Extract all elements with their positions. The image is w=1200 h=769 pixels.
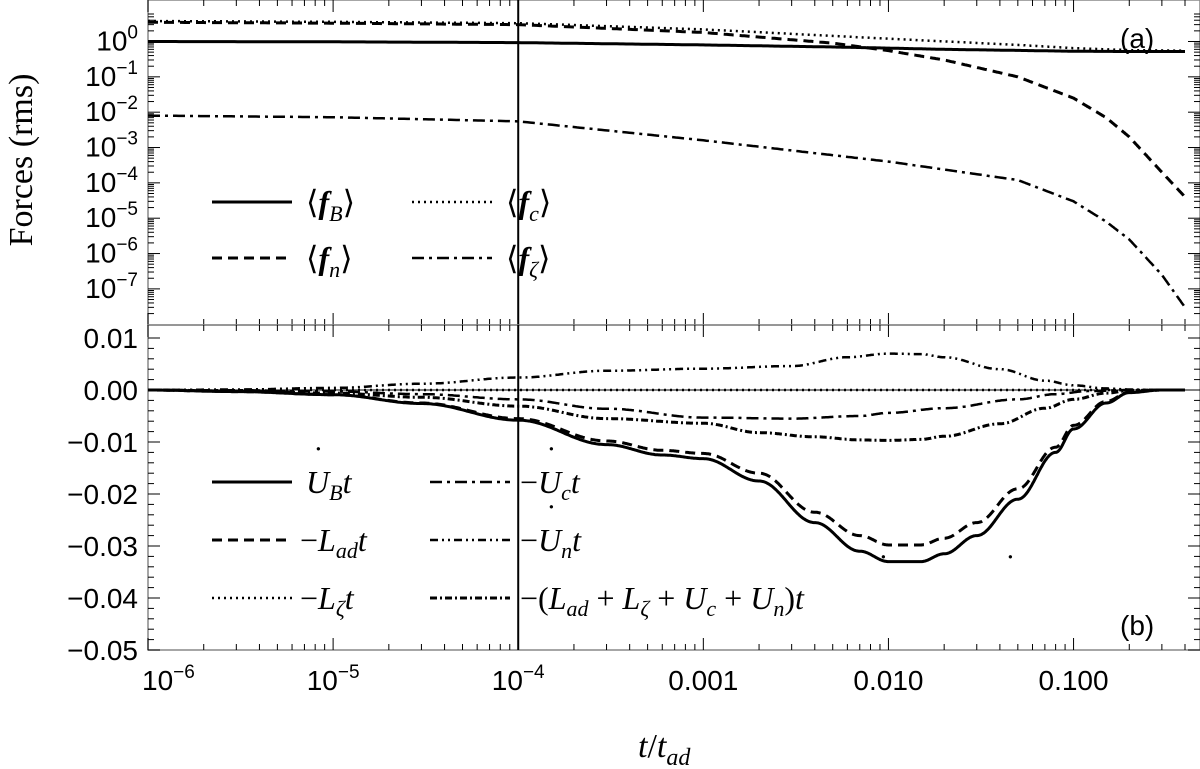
x-tick-label: 0.010: [853, 665, 923, 696]
panel-b-x-tick-labels: 10−6 10−5 10−4 0.001 0.010 0.100: [142, 662, 1109, 696]
panel-a-frame: [147, 0, 1200, 326]
legend-item-Lz: −Lζt: [212, 580, 355, 621]
series-line-Un: [148, 352, 1185, 392]
legend-item-UB: UBt ˙: [212, 439, 353, 505]
y-tick-label: −0.04: [67, 583, 138, 614]
y-tick-label: −0.03: [67, 531, 138, 562]
y-tick-label: 10−6: [85, 235, 138, 269]
y-tick-label: 10−3: [85, 129, 138, 163]
legend-label-Uc: −Uct: [520, 464, 581, 505]
legend-sub-fn: n: [329, 257, 340, 282]
y-tick-label: 10−5: [85, 199, 138, 233]
y-tick-label: 10−7: [85, 270, 138, 304]
legend-f-fc: f: [518, 184, 532, 220]
panel-b-frame: [147, 324, 1200, 651]
legend-item-Un: −Unt ˙: [430, 497, 582, 563]
legend-label-Un: −Unt: [520, 522, 582, 563]
legend-label-fz: ⟨fζ⟩: [506, 240, 551, 282]
y-tick-label: 100: [96, 23, 138, 57]
panel-a-ylabel: Forces (rms): [3, 74, 40, 247]
panel-a-series: [148, 19, 1187, 309]
series-line-fB: [148, 40, 1185, 53]
legend-dot-UB: ˙: [313, 439, 324, 475]
legend-dot-Un: ˙: [546, 497, 557, 533]
legend-label-fn: ⟨fn⟩: [306, 240, 353, 282]
x-tick-label: 0.001: [668, 665, 738, 696]
legend-f-fB: f: [318, 184, 332, 220]
legend-label-fB: ⟨fB⟩: [306, 184, 355, 226]
legend-label-Lad: −Ladt: [300, 522, 368, 563]
panel-b-series: [148, 352, 1185, 564]
legend-sub-fB: B: [329, 201, 342, 226]
legend-item-Lad: −Ladt: [212, 522, 368, 563]
series-line-fn: [148, 20, 1187, 198]
legend-f-fn: f: [318, 240, 332, 276]
legend-f-fz: f: [518, 240, 532, 276]
y-tick-label: 10−4: [85, 164, 138, 198]
legend-dot-Sum-c: ˙: [878, 547, 889, 583]
panel-a-legend: ⟨fB⟩ ⟨fc⟩ ⟨fn⟩ ⟨fζ⟩: [212, 184, 551, 282]
legend-label-Lz: −Lζt: [300, 580, 355, 621]
panel-b-xlabel: t/tad: [638, 728, 691, 769]
series-line-fz: [148, 114, 1187, 309]
panel-b-legend: UBt ˙ −Uct ˙ −Ladt −Unt ˙ −Lζt: [212, 439, 1016, 621]
panel-b-y-tick-labels: 0.01 0.00 −0.01 −0.02 −0.03 −0.04 −0.05: [67, 323, 138, 666]
y-tick-label: −0.01: [67, 427, 138, 458]
legend-item-Sum: −(Lad + Lζ + Uc + Un)t ˙ ˙: [430, 547, 1016, 621]
series-line-fc: [148, 19, 1185, 52]
x-tick-label: 10−4: [492, 662, 545, 696]
series-line-Lad: [148, 388, 1185, 547]
y-tick-label: 10−2: [85, 93, 138, 127]
legend-label-fc: ⟨fc⟩: [506, 184, 551, 226]
series-line-Sum: [148, 388, 1185, 442]
panel-a-ticks: [147, 0, 1200, 325]
legend-sub-fz: ζ: [529, 257, 540, 282]
panel-b: (b) 0.01 0.00 −0.01 −0.02 −0.03 −0.04 −0.05 10…: [67, 323, 1200, 769]
y-tick-label: 0.01: [84, 323, 139, 354]
panel-b-label: (b): [1120, 610, 1154, 641]
y-tick-label: −0.05: [67, 635, 138, 666]
legend-item-fz: ⟨fζ⟩: [412, 240, 551, 282]
legend-item-Uc: −Uct ˙: [430, 439, 581, 505]
y-tick-label: −0.02: [67, 479, 138, 510]
legend-dot-Sum-n: ˙: [1005, 547, 1016, 583]
legend-item-fc: ⟨fc⟩: [412, 184, 551, 226]
legend-sub-fc: c: [529, 201, 539, 226]
legend-label-Sum: −(Lad + Lζ + Uc + Un)t: [520, 580, 805, 621]
panel-a-label: (a): [1120, 23, 1154, 54]
legend-dot-Uc: ˙: [546, 439, 557, 475]
legend-item-fn: ⟨fn⟩: [212, 240, 353, 282]
y-tick-label: 10−1: [85, 58, 138, 92]
legend-item-fB: ⟨fB⟩: [212, 184, 355, 226]
series-line-Uc: [148, 388, 1185, 420]
x-tick-label: 0.100: [1039, 665, 1109, 696]
x-tick-label: 10−6: [142, 662, 195, 696]
y-tick-label: 0.00: [84, 375, 139, 406]
x-tick-label: 10−5: [307, 662, 360, 696]
